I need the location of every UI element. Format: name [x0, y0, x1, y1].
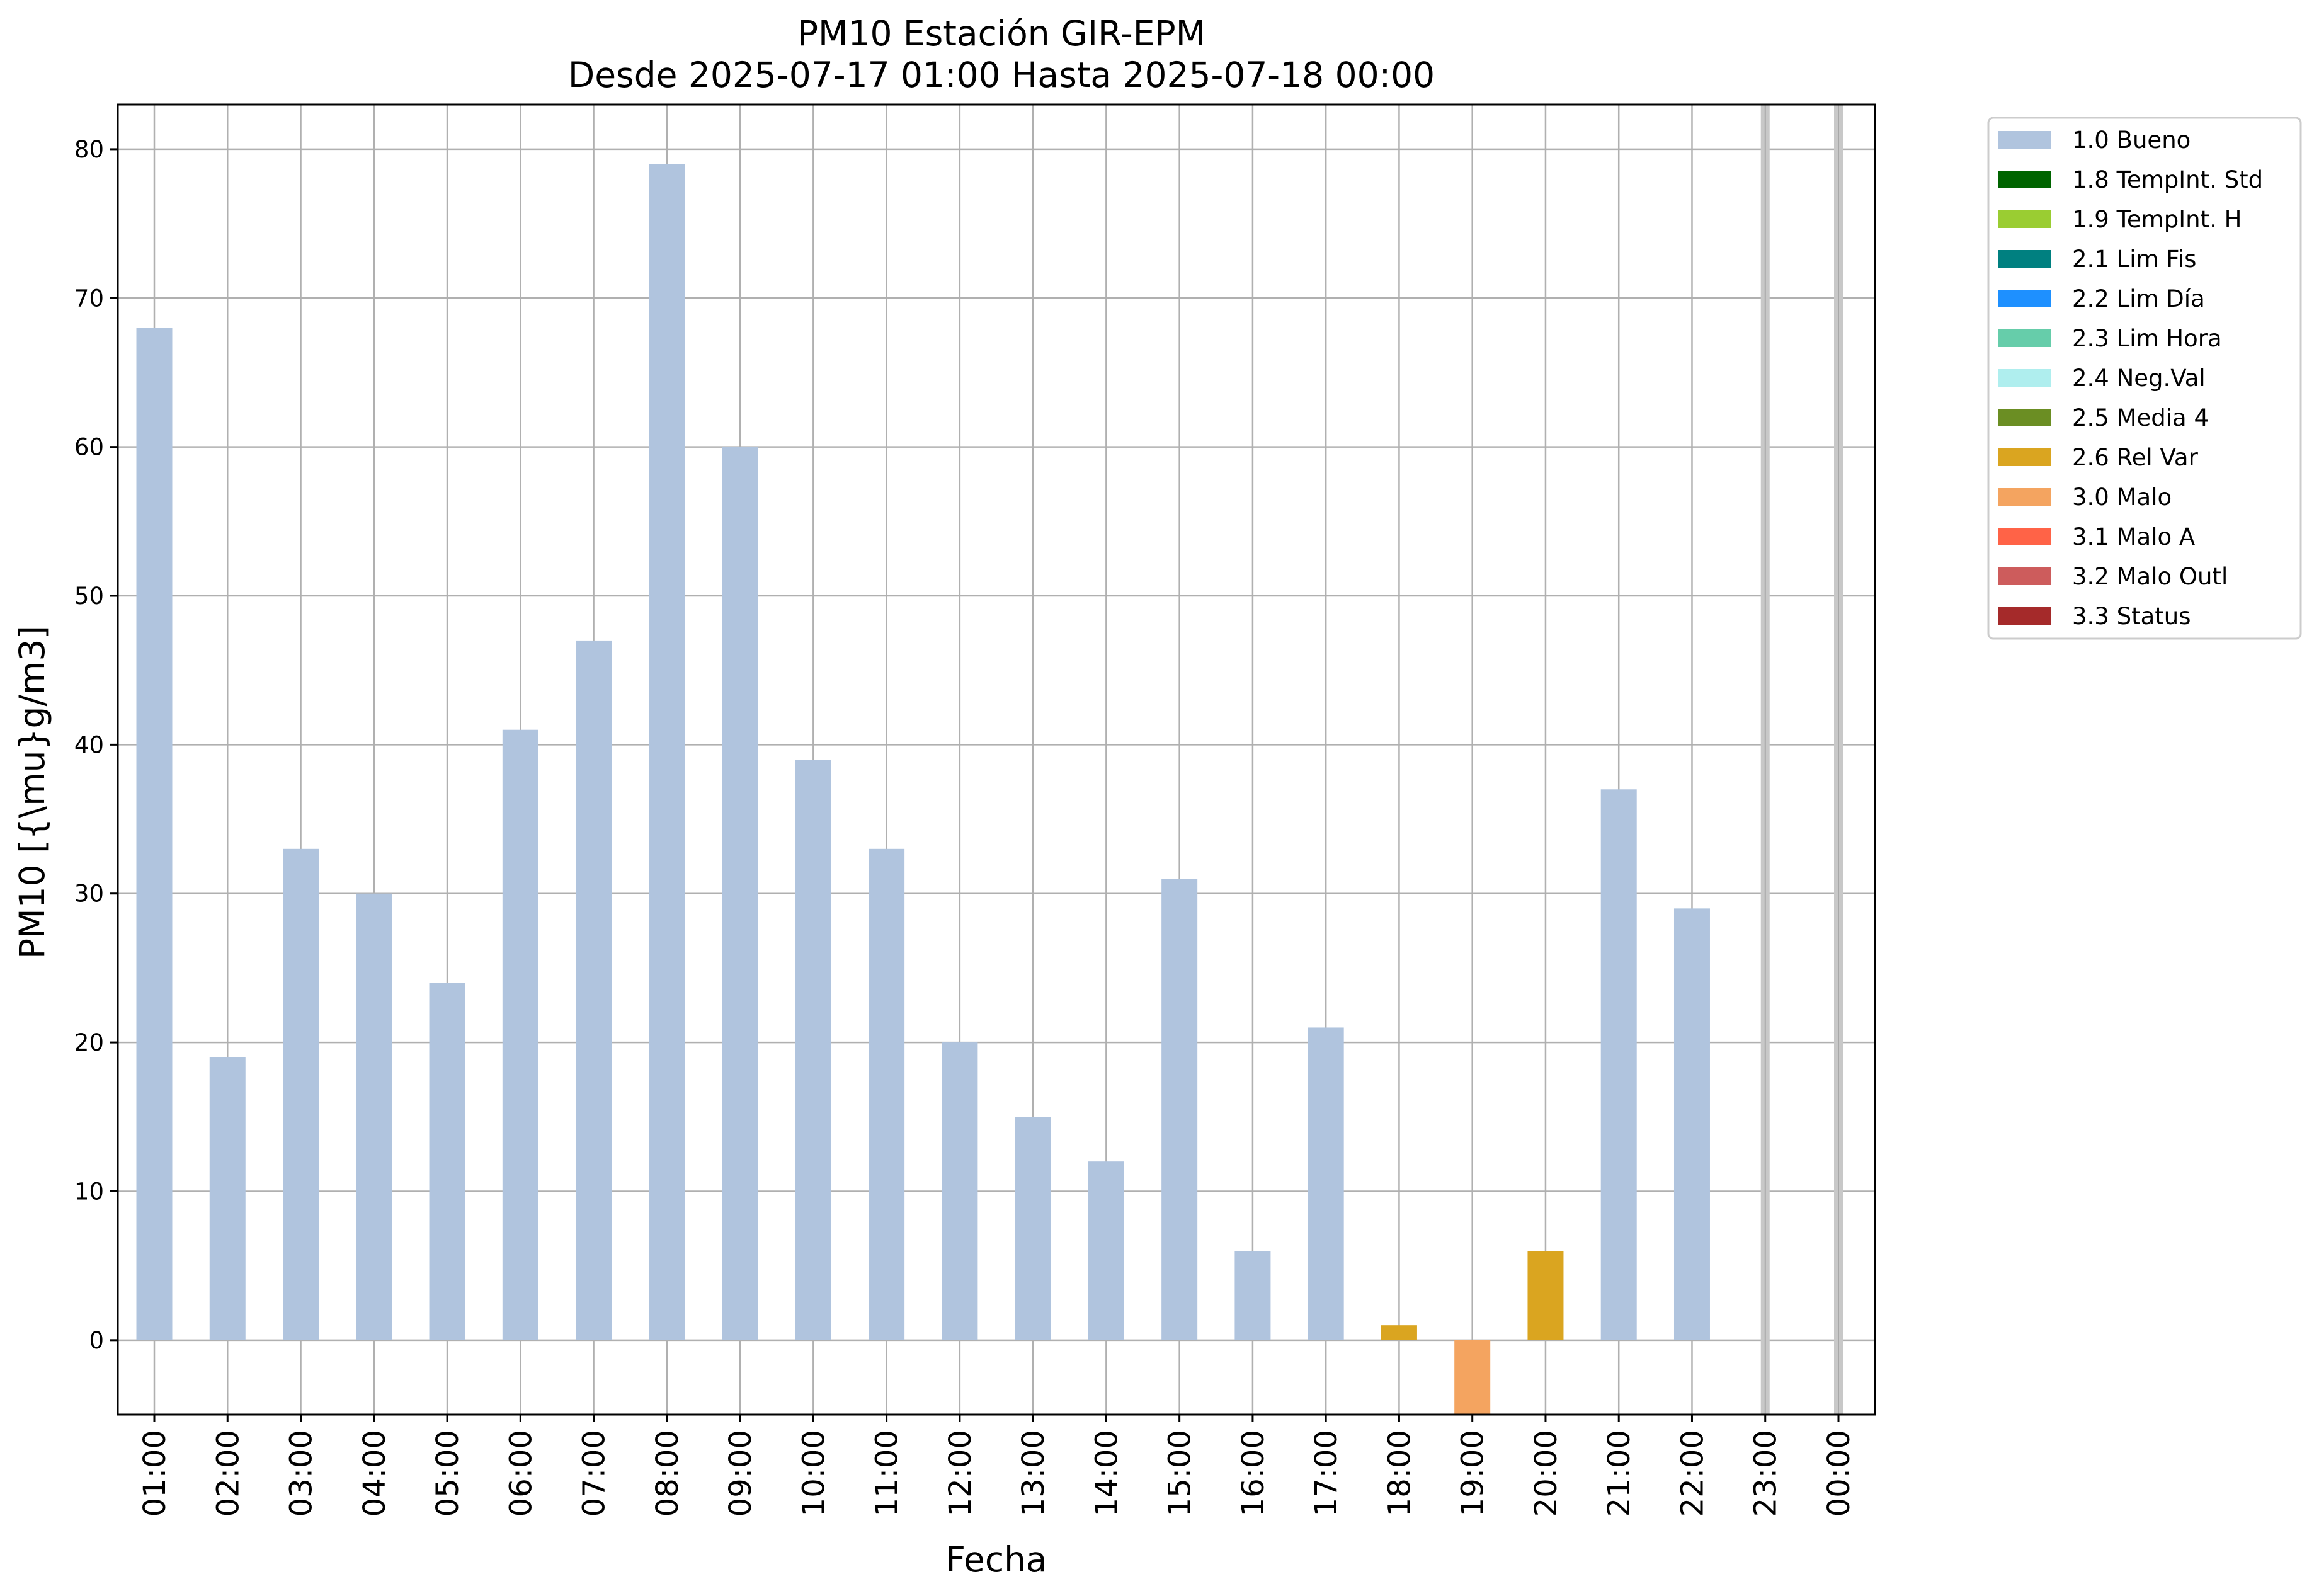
x-tick-label: 03:00 [284, 1430, 319, 1517]
y-tick-label: 40 [74, 731, 104, 758]
bar [1381, 1325, 1417, 1340]
x-tick-label: 02:00 [210, 1430, 246, 1517]
legend-swatch [1998, 131, 2051, 149]
x-axis-ticks: 01:00 02:00 03:00 04:00 05:00 06:00 07:00 08:00… [137, 1415, 1857, 1517]
bar [649, 164, 685, 1340]
y-axis-label: PM10 [{\mu}g/m3] [12, 625, 52, 959]
y-tick-label: 20 [74, 1029, 104, 1056]
x-tick-label: 01:00 [137, 1430, 173, 1517]
bar [1527, 1251, 1564, 1340]
y-tick-label: 60 [74, 434, 104, 461]
y-axis-ticks: 0 10 20 30 40 50 60 70 80 [74, 136, 118, 1354]
bar [429, 983, 465, 1340]
bar [136, 328, 173, 1340]
bar [209, 1057, 246, 1340]
legend-swatch [1998, 607, 2051, 625]
legend-label: 2.5 Media 4 [2072, 404, 2209, 431]
x-tick-label: 11:00 [870, 1430, 905, 1517]
bars [136, 164, 1710, 1415]
legend: 1.0 Bueno 1.8 TempInt. Std 1.9 TempInt. H 2… [1987, 117, 2302, 640]
x-tick-label: 05:00 [430, 1430, 465, 1517]
x-tick-label: 07:00 [577, 1430, 612, 1517]
bar [1600, 789, 1637, 1340]
y-tick-label: 50 [74, 583, 104, 610]
bar [1308, 1027, 1344, 1340]
legend-swatch [1998, 171, 2051, 188]
legend-label: 1.8 TempInt. Std [2072, 166, 2263, 193]
x-tick-label: 18:00 [1382, 1430, 1417, 1517]
legend-swatch [1998, 250, 2051, 268]
x-tick-label: 17:00 [1309, 1430, 1344, 1517]
missing-markers [1760, 105, 1843, 1415]
legend-label: 1.9 TempInt. H [2072, 206, 2242, 233]
chart-title: PM10 Estación GIR-EPM [797, 13, 1205, 54]
legend-swatch [1998, 488, 2051, 506]
x-tick-label: 14:00 [1089, 1430, 1124, 1517]
y-tick-label: 10 [74, 1178, 104, 1205]
y-tick-label: 0 [89, 1327, 104, 1354]
x-axis-label: Fecha [945, 1539, 1047, 1580]
plot-frame [117, 103, 1876, 1416]
legend-label: 2.3 Lim Hora [2072, 325, 2222, 352]
x-tick-label: 08:00 [650, 1430, 685, 1517]
legend-swatch [1998, 409, 2051, 426]
x-tick-label: 06:00 [503, 1430, 538, 1517]
bar [722, 447, 758, 1340]
x-tick-label: 22:00 [1675, 1430, 1710, 1517]
bar [1161, 879, 1198, 1340]
legend-swatch [1998, 528, 2051, 545]
legend-swatch [1998, 448, 2051, 466]
bar [1454, 1340, 1491, 1415]
bar [1673, 908, 1710, 1340]
x-tick-label: 12:00 [943, 1430, 978, 1517]
x-tick-label: 21:00 [1602, 1430, 1637, 1517]
legend-swatch [1998, 369, 2051, 387]
y-tick-label: 30 [74, 881, 104, 908]
legend-label: 3.3 Status [2072, 603, 2191, 630]
chart-subtitle: Desde 2025-07-17 01:00 Hasta 2025-07-18 … [568, 55, 1435, 95]
legend-label: 2.6 Rel Var [2072, 444, 2199, 471]
bar [576, 640, 612, 1340]
bar [1088, 1161, 1124, 1340]
x-tick-label: 19:00 [1456, 1430, 1491, 1517]
bar [942, 1042, 978, 1340]
legend-swatch [1998, 210, 2051, 228]
bar [283, 848, 319, 1340]
y-tick-label: 70 [74, 285, 104, 312]
x-tick-label: 16:00 [1236, 1430, 1271, 1517]
legend-swatch [1998, 290, 2051, 307]
x-tick-label: 20:00 [1529, 1430, 1564, 1517]
x-tick-label: 23:00 [1748, 1430, 1784, 1517]
legend-frame [1987, 117, 2302, 640]
bar [502, 729, 538, 1340]
legend-label: 2.1 Lim Fis [2072, 246, 2196, 273]
bar [1015, 1117, 1051, 1340]
x-tick-label: 04:00 [357, 1430, 392, 1517]
y-tick-label: 80 [74, 136, 104, 163]
bar [1234, 1251, 1271, 1340]
bar [795, 760, 831, 1340]
x-tick-label: 00:00 [1821, 1430, 1857, 1517]
x-tick-label: 09:00 [723, 1430, 758, 1517]
legend-label: 2.2 Lim Día [2072, 285, 2205, 312]
bar [356, 893, 392, 1340]
legend-label: 3.1 Malo A [2072, 523, 2195, 550]
legend-label: 1.0 Bueno [2072, 127, 2191, 154]
legend-label: 3.2 Malo Outl [2072, 563, 2228, 590]
x-tick-label: 13:00 [1016, 1430, 1051, 1517]
legend-label: 3.0 Malo [2072, 484, 2172, 511]
legend-swatch [1998, 567, 2051, 585]
x-tick-label: 10:00 [796, 1430, 831, 1517]
x-tick-label: 15:00 [1163, 1430, 1198, 1517]
legend-label: 2.4 Neg.Val [2072, 365, 2206, 392]
legend-swatch [1998, 329, 2051, 347]
bar [869, 848, 905, 1340]
